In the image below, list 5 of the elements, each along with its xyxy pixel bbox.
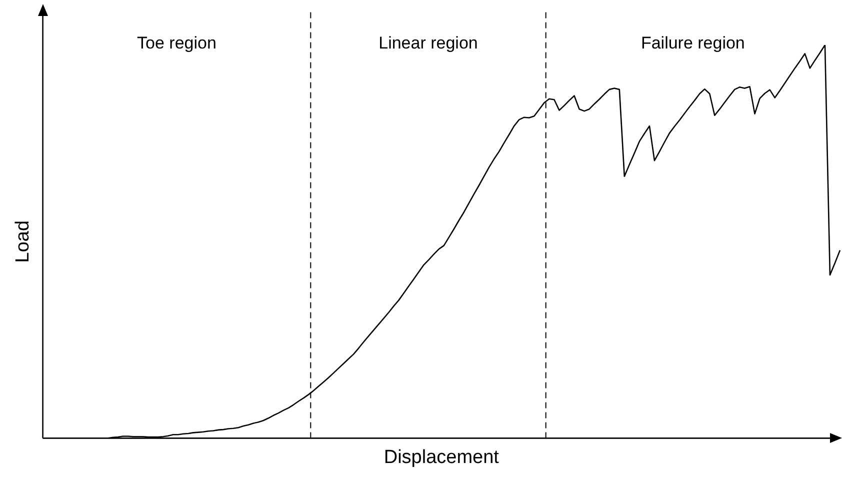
annotation: Failure region xyxy=(640,34,745,53)
annotation: Linear region xyxy=(378,34,478,53)
y-axis-title: Load xyxy=(12,220,34,263)
x-axis-title: Displacement xyxy=(384,446,500,468)
annotation: Toe region xyxy=(137,34,216,53)
